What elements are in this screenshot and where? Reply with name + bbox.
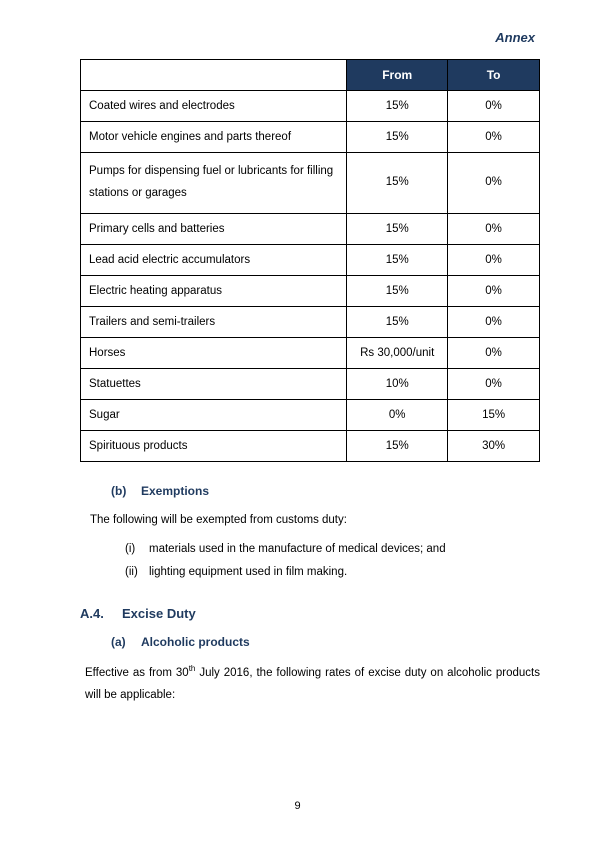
cell-item: Primary cells and batteries — [81, 213, 347, 244]
exemptions-marker: (b) — [111, 484, 141, 498]
cell-to: 0% — [448, 306, 540, 337]
table-row: Trailers and semi-trailers15%0% — [81, 306, 540, 337]
a4-title: Excise Duty — [122, 606, 196, 621]
cell-from: 10% — [347, 368, 448, 399]
cell-to: 0% — [448, 368, 540, 399]
cell-from: Rs 30,000/unit — [347, 337, 448, 368]
list-text: materials used in the manufacture of med… — [149, 543, 446, 555]
duty-table: From To Coated wires and electrodes15%0%… — [80, 59, 540, 462]
table-row: Lead acid electric accumulators15%0% — [81, 244, 540, 275]
table-row: Electric heating apparatus15%0% — [81, 275, 540, 306]
a4-sub-heading: (a)Alcoholic products — [111, 635, 540, 649]
cell-to: 0% — [448, 91, 540, 122]
table-header-from: From — [347, 60, 448, 91]
cell-from: 15% — [347, 244, 448, 275]
exemptions-list: (i)materials used in the manufacture of … — [125, 538, 530, 584]
table-row: Pumps for dispensing fuel or lubricants … — [81, 153, 540, 214]
cell-to: 0% — [448, 122, 540, 153]
list-marker: (i) — [125, 538, 149, 561]
cell-to: 0% — [448, 213, 540, 244]
cell-from: 15% — [347, 122, 448, 153]
exemptions-title: Exemptions — [141, 484, 209, 498]
list-item: (i)materials used in the manufacture of … — [125, 538, 530, 561]
exemptions-heading: (b)Exemptions — [111, 484, 530, 498]
table-row: Primary cells and batteries15%0% — [81, 213, 540, 244]
table-row: Sugar0%15% — [81, 399, 540, 430]
list-text: lighting equipment used in film making. — [149, 566, 347, 578]
table-row: Coated wires and electrodes15%0% — [81, 91, 540, 122]
a4-para-pre: Effective as from 30 — [85, 666, 189, 678]
table-header-to: To — [448, 60, 540, 91]
cell-item: Motor vehicle engines and parts thereof — [81, 122, 347, 153]
cell-item: Electric heating apparatus — [81, 275, 347, 306]
cell-from: 15% — [347, 153, 448, 214]
table-header-blank — [81, 60, 347, 91]
section-a4-heading: A.4.Excise Duty — [80, 606, 540, 621]
cell-from: 15% — [347, 91, 448, 122]
cell-to: 30% — [448, 430, 540, 461]
cell-item: Pumps for dispensing fuel or lubricants … — [81, 153, 347, 214]
cell-to: 0% — [448, 275, 540, 306]
list-item: (ii)lighting equipment used in film maki… — [125, 561, 530, 584]
a4-effective-paragraph: Effective as from 30th July 2016, the fo… — [85, 661, 540, 708]
table-row: Statuettes10%0% — [81, 368, 540, 399]
cell-from: 0% — [347, 399, 448, 430]
cell-from: 15% — [347, 213, 448, 244]
cell-to: 0% — [448, 153, 540, 214]
a4-number: A.4. — [80, 606, 122, 621]
cell-from: 15% — [347, 430, 448, 461]
cell-item: Lead acid electric accumulators — [81, 244, 347, 275]
table-row: HorsesRs 30,000/unit0% — [81, 337, 540, 368]
a4-sub-marker: (a) — [111, 635, 141, 649]
cell-from: 15% — [347, 275, 448, 306]
cell-item: Statuettes — [81, 368, 347, 399]
a4-sub-title: Alcoholic products — [141, 635, 250, 649]
cell-item: Coated wires and electrodes — [81, 91, 347, 122]
cell-item: Spirituous products — [81, 430, 347, 461]
cell-to: 0% — [448, 244, 540, 275]
table-row: Spirituous products15%30% — [81, 430, 540, 461]
cell-from: 15% — [347, 306, 448, 337]
cell-to: 15% — [448, 399, 540, 430]
table-row: Motor vehicle engines and parts thereof1… — [81, 122, 540, 153]
cell-item: Trailers and semi-trailers — [81, 306, 347, 337]
exemptions-intro: The following will be exempted from cust… — [90, 510, 530, 532]
page-number: 9 — [0, 800, 595, 812]
list-marker: (ii) — [125, 561, 149, 584]
cell-item: Sugar — [81, 399, 347, 430]
cell-to: 0% — [448, 337, 540, 368]
cell-item: Horses — [81, 337, 347, 368]
annex-label: Annex — [80, 30, 540, 45]
